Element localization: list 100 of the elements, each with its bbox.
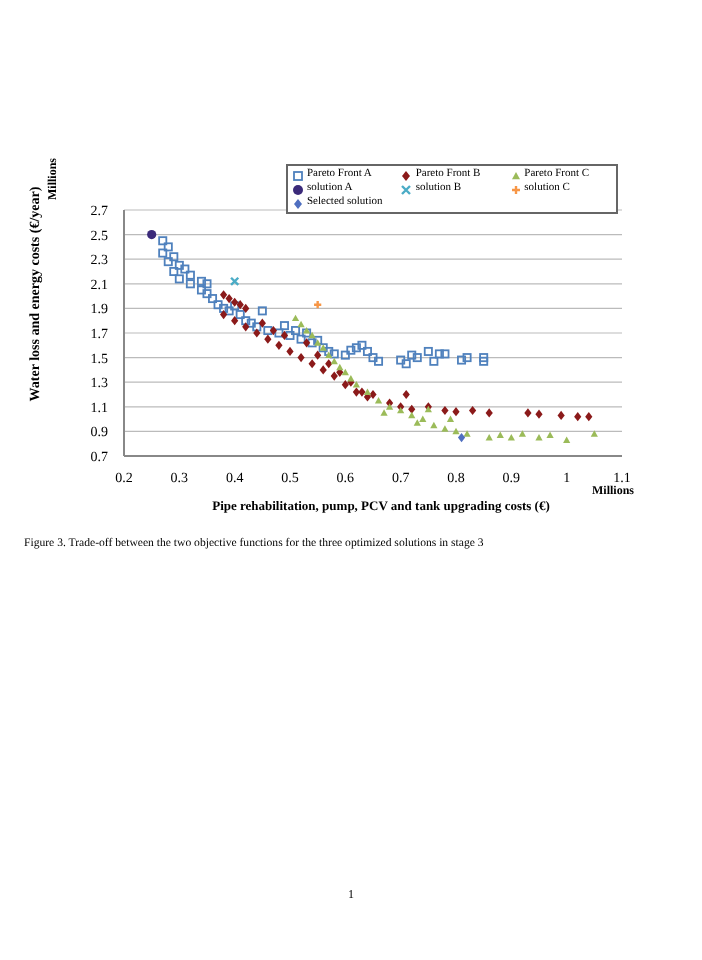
point bbox=[440, 349, 450, 359]
point bbox=[430, 421, 438, 429]
point bbox=[441, 425, 449, 432]
point bbox=[279, 321, 289, 331]
point bbox=[546, 431, 554, 438]
point bbox=[169, 252, 179, 262]
point bbox=[275, 340, 283, 350]
point bbox=[236, 300, 244, 310]
point bbox=[308, 359, 316, 369]
point bbox=[429, 356, 439, 366]
point bbox=[408, 411, 416, 419]
point bbox=[231, 316, 239, 326]
point bbox=[258, 318, 266, 328]
point bbox=[163, 242, 173, 252]
point bbox=[307, 338, 317, 348]
point bbox=[352, 387, 360, 397]
point bbox=[457, 432, 466, 443]
point bbox=[369, 389, 377, 400]
point bbox=[180, 264, 190, 274]
point bbox=[434, 349, 444, 359]
point bbox=[246, 318, 256, 328]
point bbox=[235, 310, 245, 320]
point bbox=[407, 350, 417, 360]
point bbox=[158, 248, 168, 258]
point bbox=[241, 316, 251, 326]
point bbox=[220, 290, 228, 300]
point bbox=[324, 346, 334, 356]
point bbox=[363, 388, 372, 395]
point bbox=[368, 353, 378, 363]
point bbox=[340, 350, 350, 360]
point bbox=[319, 365, 327, 375]
point bbox=[485, 433, 493, 441]
point bbox=[452, 407, 460, 417]
point bbox=[263, 326, 273, 336]
point bbox=[341, 380, 349, 390]
point bbox=[158, 236, 168, 246]
point bbox=[402, 389, 410, 400]
point bbox=[224, 306, 234, 316]
point bbox=[325, 359, 333, 369]
point bbox=[169, 267, 179, 276]
point bbox=[585, 412, 593, 422]
point bbox=[423, 346, 433, 356]
point bbox=[225, 293, 233, 304]
point bbox=[202, 289, 212, 299]
point bbox=[202, 279, 212, 289]
point bbox=[358, 387, 366, 397]
point bbox=[196, 276, 206, 286]
point bbox=[351, 343, 361, 353]
point bbox=[457, 355, 467, 365]
point bbox=[396, 355, 406, 365]
point bbox=[412, 353, 422, 363]
point bbox=[242, 303, 250, 313]
point bbox=[524, 408, 532, 418]
point bbox=[329, 349, 339, 359]
point bbox=[518, 430, 526, 437]
point bbox=[357, 340, 367, 350]
point bbox=[446, 415, 455, 422]
point bbox=[314, 350, 322, 360]
point bbox=[469, 405, 477, 416]
point bbox=[297, 320, 305, 328]
point bbox=[174, 274, 184, 284]
point bbox=[286, 346, 294, 357]
point bbox=[374, 397, 383, 404]
point bbox=[330, 357, 338, 365]
point bbox=[296, 334, 306, 344]
point bbox=[174, 260, 184, 270]
point bbox=[336, 363, 344, 371]
point bbox=[352, 381, 360, 388]
point bbox=[346, 345, 356, 355]
point bbox=[303, 338, 311, 348]
point bbox=[341, 368, 349, 376]
point bbox=[196, 285, 206, 295]
point bbox=[269, 325, 277, 336]
point bbox=[208, 294, 218, 304]
point bbox=[452, 427, 460, 435]
point bbox=[386, 403, 394, 410]
point bbox=[264, 334, 272, 344]
point bbox=[280, 330, 289, 341]
point bbox=[401, 359, 411, 369]
point bbox=[419, 415, 427, 422]
point bbox=[252, 322, 262, 332]
point bbox=[441, 405, 449, 416]
point bbox=[325, 351, 333, 359]
point bbox=[574, 412, 582, 422]
point bbox=[185, 270, 195, 280]
point bbox=[185, 279, 195, 289]
point bbox=[291, 326, 301, 336]
point bbox=[362, 346, 372, 356]
point bbox=[257, 306, 267, 316]
point bbox=[496, 431, 504, 438]
point bbox=[507, 433, 515, 441]
point bbox=[229, 276, 240, 287]
point bbox=[590, 430, 598, 437]
point bbox=[163, 257, 173, 267]
point bbox=[253, 328, 261, 338]
point bbox=[147, 230, 157, 240]
point bbox=[413, 419, 421, 426]
point bbox=[462, 353, 472, 363]
point bbox=[297, 353, 305, 363]
point bbox=[330, 371, 338, 381]
